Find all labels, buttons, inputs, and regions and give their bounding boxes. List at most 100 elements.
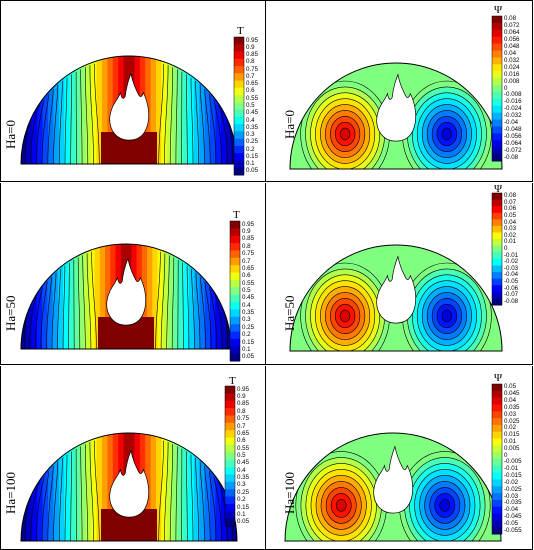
- isotherm-line: [64, 77, 68, 164]
- colorbar-tick-label: 0.25: [237, 488, 250, 496]
- streamfunction-contour-plot: [289, 15, 503, 170]
- isotherm-line: [89, 65, 94, 164]
- colorbar-tick-label: 0.95: [246, 36, 259, 44]
- colorbar-segment: [492, 154, 502, 162]
- isotherm-line: [40, 281, 48, 349]
- colorbar-tick-label: 0.55: [237, 444, 250, 452]
- isotherm-line: [182, 262, 184, 349]
- colorbar-segment: [230, 302, 240, 310]
- isotherm-line: [218, 105, 228, 164]
- isotherm-line: [171, 257, 175, 349]
- colorbar-tick-label: 0.45: [237, 459, 250, 467]
- temperature-band: [204, 433, 211, 541]
- colorbar-tick-label: 0.05: [246, 167, 259, 175]
- colorbar-segment: [492, 212, 502, 220]
- isotherm-line: [85, 67, 89, 164]
- isotherm-line: [35, 287, 43, 349]
- temperature-band: [63, 244, 69, 349]
- isotherm-line: [169, 444, 173, 541]
- colorbar-tick-label: -0.008: [504, 91, 522, 99]
- temperature-band: [64, 433, 71, 541]
- temperature-band: [75, 56, 81, 164]
- temperature-band: [157, 244, 164, 349]
- temperature-band: [166, 433, 173, 541]
- isotherm-line: [86, 253, 92, 349]
- temperature-band: [188, 433, 195, 541]
- colorbar-segment: [492, 16, 502, 24]
- colorbar-segment: [230, 257, 240, 266]
- temperature-band: [194, 244, 201, 349]
- colorbar-segment: [492, 298, 502, 306]
- isotherm-line: [164, 65, 169, 164]
- temperature-band: [75, 433, 81, 541]
- colorbar-tick-label: 0.85: [242, 235, 255, 243]
- isotherm-line: [91, 251, 97, 349]
- colorbar-tick-label: -0.06: [504, 284, 519, 292]
- temperature-band: [47, 244, 54, 349]
- colorbar-segment: [234, 66, 244, 74]
- temperature-band: [64, 56, 71, 164]
- isotherm-line: [30, 482, 40, 541]
- colorbar-segment: [230, 346, 240, 355]
- isotherm-line: [85, 444, 89, 541]
- colorbar-segment: [492, 424, 502, 433]
- flame-hole: [109, 72, 150, 141]
- temperature-band: [69, 56, 76, 164]
- colorbar-tick-label: -0.04: [504, 271, 519, 279]
- colorbar-title: Ψ: [494, 183, 503, 195]
- colorbar-segment: [234, 44, 244, 53]
- temperature-band: [178, 244, 185, 349]
- isotherm-line: [46, 276, 52, 349]
- colorbar-tick-label: -0.08: [504, 297, 519, 305]
- streamfunction-contour-plot: [289, 192, 503, 352]
- colorbar-segment: [492, 513, 502, 521]
- colorbar-segment: [230, 338, 240, 347]
- colorbar-tick-label: 0.25: [246, 138, 259, 146]
- colorbar-tick-label: 0.35: [242, 309, 255, 317]
- colorbar-tick-label: -0.03: [504, 492, 519, 500]
- colorbar-segment: [230, 221, 240, 229]
- colorbar-tick-label: 0.6: [246, 87, 255, 95]
- colorbar-tick-label: 0.08: [504, 15, 517, 23]
- isotherm-line: [158, 440, 164, 541]
- panel-ha0-streamfunction: Ha=0 Ψ 0.08 0.072 0.064 0.056 0.048 0.04 0.032…: [266, 0, 533, 182]
- colorbar-segment: [234, 95, 244, 103]
- temperature-band: [189, 244, 195, 349]
- colorbar-segment: [492, 465, 502, 474]
- colorbar-tick-label: 0.3: [242, 316, 251, 324]
- colorbar-segment: [492, 265, 502, 273]
- isotherm-line: [59, 457, 63, 541]
- temperature-band: [57, 244, 64, 349]
- colorbar-tick-label: -0.05: [504, 277, 519, 285]
- temperature-band: [96, 56, 103, 164]
- isotherm-line: [47, 88, 54, 164]
- colorbar-segment: [492, 285, 502, 293]
- isotherm-line: [57, 268, 61, 349]
- temperature-band: [36, 244, 43, 349]
- colorbar-segment: [234, 102, 244, 111]
- colorbar-segment: [225, 467, 235, 475]
- colorbar-segment: [492, 43, 502, 51]
- isotherm-line: [30, 105, 40, 164]
- colorbar-tick-label: -0.056: [504, 132, 522, 140]
- colorbar-segment: [492, 459, 502, 467]
- panel-ha0-temperature: Ha=0 T 0.95 0.9 0.85 0.8 0.75 0.7 0.65 0.6 0.55 0…: [0, 0, 266, 182]
- colorbar-tick-label: 0.9: [242, 228, 251, 236]
- colorbar-tick-label: -0.064: [504, 139, 522, 147]
- colorbar-tick-label: -0.01: [504, 465, 519, 473]
- temperature-band: [89, 244, 96, 349]
- colorbar-tick-label: -0.02: [504, 478, 519, 486]
- colorbar-segment: [492, 50, 502, 58]
- temperature-band: [173, 244, 180, 349]
- colorbar-segment: [225, 386, 235, 394]
- temperature-band: [84, 244, 90, 349]
- clockwise-vortex-contour: [335, 499, 347, 512]
- hartmann-label: Ha=50: [282, 295, 297, 332]
- colorbar-segment: [230, 331, 240, 340]
- colorbar-tick-label: -0.08: [504, 153, 519, 161]
- colorbar-segment: [230, 235, 240, 244]
- isotherm-line: [36, 476, 45, 541]
- colorbar-segment: [225, 400, 235, 409]
- colorbar-segment: [234, 51, 244, 60]
- colorbar-segment: [492, 418, 502, 426]
